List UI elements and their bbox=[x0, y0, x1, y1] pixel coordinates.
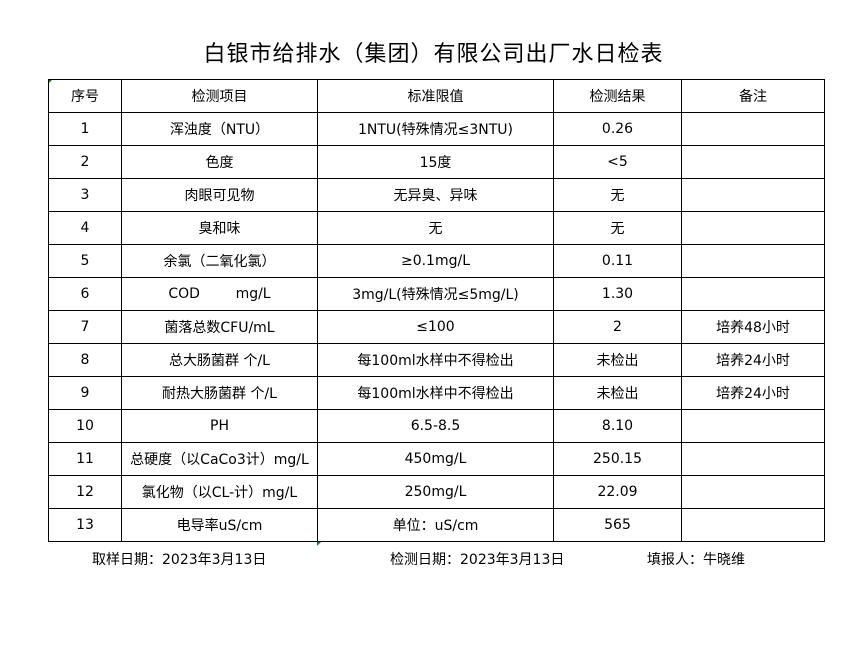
table-cell[interactable]: COD mg/L bbox=[121, 277, 318, 311]
table-cell[interactable]: 无 bbox=[553, 211, 682, 245]
table-cell[interactable]: 3 bbox=[48, 178, 122, 212]
table-cell[interactable]: 未检出 bbox=[553, 343, 682, 377]
header-cell[interactable]: 备注 bbox=[681, 79, 825, 113]
table-cell[interactable]: 无 bbox=[553, 178, 682, 212]
table-row: 3 肉眼可见物 无异臭、异味无 bbox=[48, 178, 825, 212]
table-row: 2 色度 15度 <5 bbox=[48, 145, 825, 179]
cell-marker-icon bbox=[317, 541, 322, 546]
table-cell[interactable] bbox=[681, 277, 825, 311]
table-cell[interactable]: 565 bbox=[553, 508, 682, 542]
table-cell[interactable]: 5 bbox=[48, 244, 122, 278]
page-title: 白银市给排水（集团）有限公司出厂水日检表 bbox=[203, 42, 664, 67]
table-cell[interactable]: 无 bbox=[317, 211, 554, 245]
table-cell[interactable]: 450mg/L bbox=[317, 442, 554, 476]
table-cell[interactable]: 13 bbox=[48, 508, 122, 542]
table-cell[interactable] bbox=[681, 145, 825, 179]
table-cell[interactable]: 单位：uS/cm bbox=[317, 508, 554, 542]
header-cell[interactable]: 序号 bbox=[48, 79, 122, 113]
table-cell[interactable]: 每100ml水样中不得检出 bbox=[317, 343, 554, 377]
table-cell[interactable]: 4 bbox=[48, 211, 122, 245]
table-row: 6 COD mg/L 3mg/L(特殊情况≤5mg/L) 1.30 bbox=[48, 277, 825, 311]
table-cell[interactable]: 15度 bbox=[317, 145, 554, 179]
table-cell[interactable]: 0.11 bbox=[553, 244, 682, 278]
header-cell[interactable]: 标准限值 bbox=[317, 79, 554, 113]
table-cell[interactable]: 9 bbox=[48, 376, 122, 410]
sample-date: 取样日期：2023年3月13日 bbox=[92, 552, 267, 568]
table-cell[interactable]: 菌落总数CFU/mL bbox=[121, 310, 318, 344]
table-cell[interactable]: 8 bbox=[48, 343, 122, 377]
table-cell[interactable]: 耐热大肠菌群 个/L bbox=[121, 376, 318, 410]
header-cell[interactable]: 检测结果 bbox=[553, 79, 682, 113]
table-cell[interactable] bbox=[681, 178, 825, 212]
table-cell[interactable]: 250.15 bbox=[553, 442, 682, 476]
table-cell[interactable]: 0.26 bbox=[553, 112, 682, 146]
table-cell[interactable] bbox=[681, 244, 825, 278]
inspection-table: 序号 检测项目 标准限值 检测结果 备注 1 浑浊度（NTU） 1NTU(特殊情况≤… bbox=[48, 79, 825, 542]
table-cell[interactable]: 总大肠菌群 个/L bbox=[121, 343, 318, 377]
table-cell[interactable]: 10 bbox=[48, 409, 122, 443]
table-cell[interactable] bbox=[681, 409, 825, 443]
table-cell[interactable]: 1NTU(特殊情况≤3NTU) bbox=[317, 112, 554, 146]
table-cell[interactable]: 培养48小时 bbox=[681, 310, 825, 344]
table-cell[interactable] bbox=[681, 211, 825, 245]
table-cell[interactable]: 250mg/L bbox=[317, 475, 554, 509]
table-cell[interactable]: 臭和味 bbox=[121, 211, 318, 245]
table-row: 13 电导率uS/cm 单位：uS/cm 565 bbox=[48, 508, 825, 542]
table-cell[interactable]: 每100ml水样中不得检出 bbox=[317, 376, 554, 410]
table-cell[interactable]: 12 bbox=[48, 475, 122, 509]
table-cell[interactable]: 6.5-8.5 bbox=[317, 409, 554, 443]
table-row: 11 总硬度（以CaCo3计）mg/L 450mg/L 250.15 bbox=[48, 442, 825, 476]
table-row: 7 菌落总数CFU/mL ≤100 2 培养48小时 bbox=[48, 310, 825, 344]
table-cell[interactable]: 2 bbox=[48, 145, 122, 179]
table-cell[interactable]: 7 bbox=[48, 310, 122, 344]
table-row: 4 臭和味无无 bbox=[48, 211, 825, 245]
table-cell[interactable]: 肉眼可见物 bbox=[121, 178, 318, 212]
table-cell[interactable]: 培养24小时 bbox=[681, 343, 825, 377]
table-cell[interactable] bbox=[681, 442, 825, 476]
table-cell[interactable]: <5 bbox=[553, 145, 682, 179]
table-cell[interactable]: ≤100 bbox=[317, 310, 554, 344]
table-cell[interactable]: PH bbox=[121, 409, 318, 443]
table-cell[interactable]: 无异臭、异味 bbox=[317, 178, 554, 212]
table-cell[interactable]: 色度 bbox=[121, 145, 318, 179]
table-row: 10 PH 6.5-8.5 8.10 bbox=[48, 409, 825, 443]
header-cell[interactable]: 检测项目 bbox=[121, 79, 318, 113]
table-row: 1 浑浊度（NTU） 1NTU(特殊情况≤3NTU) 0.26 bbox=[48, 112, 825, 146]
table-row: 12 氯化物（以CL-计）mg/L 250mg/L 22.09 bbox=[48, 475, 825, 509]
table-cell[interactable]: 1.30 bbox=[553, 277, 682, 311]
table-cell[interactable]: 未检出 bbox=[553, 376, 682, 410]
table-cell[interactable]: 总硬度（以CaCo3计）mg/L bbox=[121, 442, 318, 476]
reporter: 填报人：牛晓维 bbox=[647, 552, 745, 568]
table-cell[interactable]: 6 bbox=[48, 277, 122, 311]
table-row: 5 余氯（二氧化氯） ≥0.1mg/L 0.11 bbox=[48, 244, 825, 278]
table-cell[interactable]: 培养24小时 bbox=[681, 376, 825, 410]
test-date: 检测日期：2023年3月13日 bbox=[390, 552, 565, 568]
table-cell[interactable]: 电导率uS/cm bbox=[121, 508, 318, 542]
table-cell[interactable]: 11 bbox=[48, 442, 122, 476]
table-cell[interactable]: 3mg/L(特殊情况≤5mg/L) bbox=[317, 277, 554, 311]
table-cell[interactable]: 2 bbox=[553, 310, 682, 344]
table-cell[interactable] bbox=[681, 475, 825, 509]
table-cell[interactable]: 22.09 bbox=[553, 475, 682, 509]
table-row: 9 耐热大肠菌群 个/L 每100ml水样中不得检出 未检出 培养24小时 bbox=[48, 376, 825, 410]
table-cell[interactable]: 浑浊度（NTU） bbox=[121, 112, 318, 146]
header-row: 序号 检测项目 标准限值 检测结果 备注 bbox=[48, 79, 825, 113]
table-cell[interactable]: 余氯（二氧化氯） bbox=[121, 244, 318, 278]
table-cell[interactable]: ≥0.1mg/L bbox=[317, 244, 554, 278]
table-cell[interactable]: 1 bbox=[48, 112, 122, 146]
table-cell[interactable] bbox=[681, 112, 825, 146]
table-cell[interactable]: 8.10 bbox=[553, 409, 682, 443]
table-cell[interactable]: 氯化物（以CL-计）mg/L bbox=[121, 475, 318, 509]
table-row: 8 总大肠菌群 个/L 每100ml水样中不得检出 未检出 培养24小时 bbox=[48, 343, 825, 377]
table-cell[interactable] bbox=[681, 508, 825, 542]
